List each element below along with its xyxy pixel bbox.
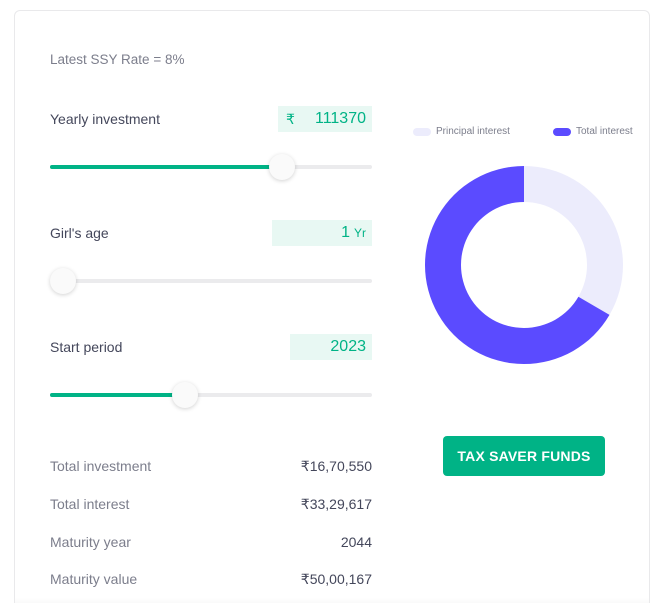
yearly-investment-label: Yearly investment [50,111,160,127]
legend-label: Total interest [576,126,633,137]
result-value: ₹16,70,550 [300,458,372,474]
legend-swatch-principal [413,127,431,136]
yearly-investment-value: 111370 [314,110,366,127]
result-value: ₹33,29,617 [300,496,372,512]
result-label: Total investment [50,458,152,474]
donut-segment-principal [524,166,623,315]
result-row-maturity-value: Maturity value ₹50,00,167 [50,571,372,588]
result-row-total-interest: Total interest ₹33,29,617 [50,496,372,513]
slider-thumb[interactable] [172,382,199,408]
result-value: 2044 [340,534,372,550]
girls-age-unit: Yr [354,226,366,240]
slider-fill [50,165,282,169]
start-period-slider[interactable] [50,382,372,408]
girls-age-value: 1 [341,224,350,241]
ssy-rate-text: Latest SSY Rate = 8% [50,52,185,67]
rupee-icon: ₹ [286,110,295,127]
start-period-value: 2023 [330,338,366,355]
legend-total: Total interest [553,126,633,137]
result-row-total-investment: Total investment ₹16,70,550 [50,458,372,475]
tax-saver-funds-button[interactable]: TAX SAVER FUNDS [443,436,605,476]
girls-age-slider[interactable] [50,268,372,294]
yearly-investment-slider[interactable] [50,154,372,180]
result-row-maturity-year: Maturity year 2044 [50,534,372,550]
donut-segment-total-interest [425,166,610,364]
start-period-label: Start period [50,339,123,355]
result-label: Maturity value [50,571,138,587]
slider-thumb[interactable] [268,154,295,180]
yearly-investment-input[interactable]: ₹ 111370 [278,106,372,132]
slider-fill [50,393,186,397]
legend-principal: Principal interest [413,126,510,137]
girls-age-label: Girl's age [50,225,109,241]
girls-age-input[interactable]: 1 Yr [272,220,372,246]
result-value: ₹50,00,167 [300,571,372,587]
start-period-input[interactable]: 2023 [290,334,372,360]
result-label: Total interest [50,496,130,512]
result-label: Maturity year [50,534,131,550]
legend-swatch-total [553,127,571,136]
donut-chart [425,166,623,364]
legend-label: Principal interest [436,126,510,137]
slider-thumb[interactable] [50,268,76,294]
